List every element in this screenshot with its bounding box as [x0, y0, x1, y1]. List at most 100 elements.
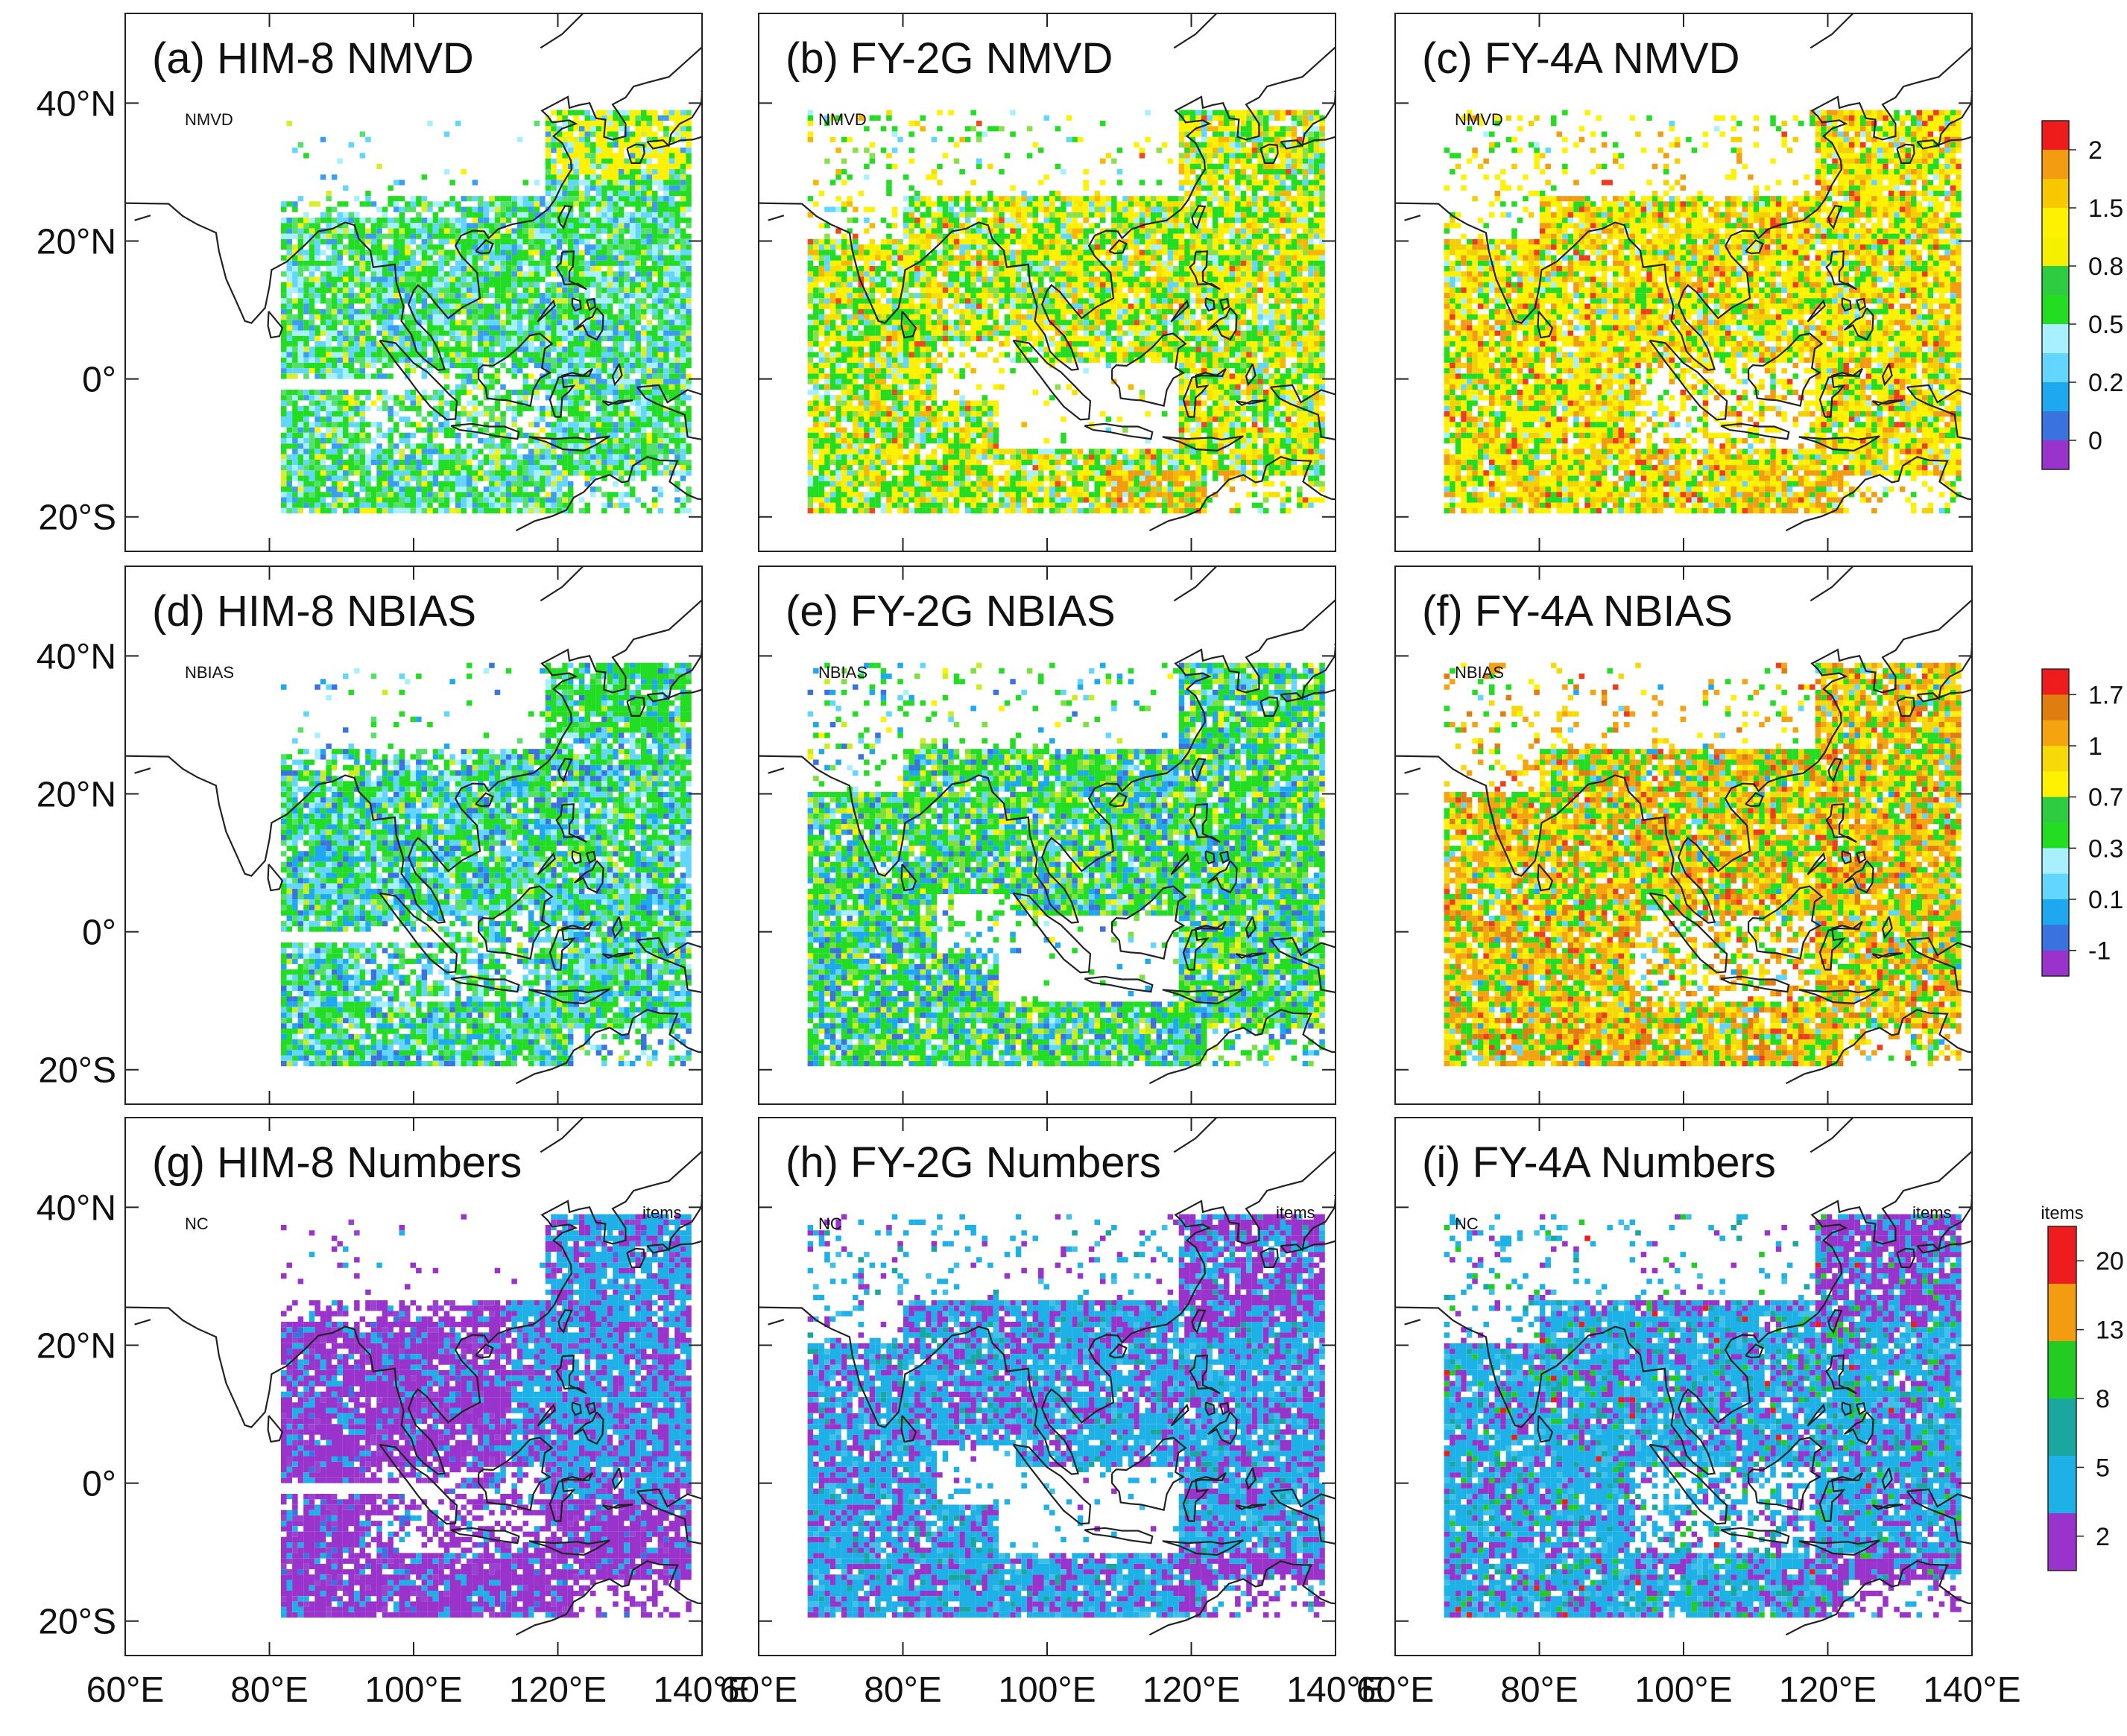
colorbar-swatch — [2042, 694, 2069, 721]
coastline — [1404, 1319, 1421, 1325]
coastline — [1827, 1309, 1843, 1334]
coastline — [515, 1009, 702, 1085]
coastline — [1871, 952, 1903, 960]
coastline — [1807, 852, 1826, 875]
coastline — [571, 1401, 582, 1416]
panel-title: (h) FY-2G Numbers — [786, 1138, 1161, 1187]
coastlines — [1395, 13, 1972, 532]
variable-label: NMVD — [818, 110, 867, 129]
colorbar-tick-label: 0 — [2088, 427, 2102, 455]
coastline — [379, 339, 458, 421]
colorbar-swatch — [2042, 669, 2069, 695]
coastline — [574, 860, 604, 894]
coastline — [528, 1539, 610, 1556]
panel-title: (i) FY-4A Numbers — [1422, 1138, 1776, 1187]
coastline — [1012, 892, 1092, 974]
coastline — [1798, 988, 1880, 1005]
coastline — [1841, 1401, 1852, 1416]
colorbar-swatch — [2042, 382, 2069, 412]
x-tick-label: 140°E — [1923, 1670, 2020, 1710]
coastline — [557, 1309, 573, 1334]
coastline — [1916, 645, 1972, 703]
coastline — [1084, 422, 1154, 440]
coastline — [601, 1504, 633, 1511]
y-tick-label: 20°N — [37, 1326, 116, 1366]
coastline — [1204, 1401, 1216, 1416]
coastline — [1841, 297, 1852, 312]
coastline — [1173, 566, 1218, 602]
coastlines — [125, 1118, 702, 1636]
x-tick-label: 60°E — [720, 1670, 798, 1710]
colorbar-tick-label: 5 — [2096, 1454, 2110, 1482]
colorbar-swatch — [2042, 121, 2069, 151]
coastline — [1881, 916, 1893, 940]
coastline — [1270, 1488, 1336, 1545]
coastline — [1827, 205, 1843, 230]
coastline — [636, 1488, 702, 1545]
coastline — [1207, 1411, 1238, 1445]
coastline — [1810, 13, 1854, 49]
colorbar-swatch — [2042, 440, 2069, 470]
colorbar-swatch — [2042, 150, 2069, 180]
coastline — [1189, 250, 1221, 291]
coastline — [1204, 297, 1216, 312]
coastline — [125, 598, 702, 924]
coastline — [571, 297, 582, 312]
coastline — [134, 767, 151, 774]
coastline — [1745, 239, 1764, 255]
y-tick-label: 0° — [82, 913, 116, 953]
x-tick-label: 120°E — [509, 1670, 607, 1710]
coastline — [450, 422, 520, 440]
coastline — [1881, 1467, 1893, 1491]
x-tick-label: 100°E — [364, 1670, 462, 1710]
map-panel-g: 40°N 20°N 0° 20°S 60°E 80°E 100°E 120°E 140°E (g)… — [37, 1117, 751, 1710]
data-field-g — [281, 1214, 692, 1618]
coastline — [759, 1150, 1336, 1475]
coastline — [1235, 952, 1267, 960]
coastline — [586, 1401, 597, 1416]
variable-label: NBIAS — [185, 663, 234, 682]
variable-label: NC — [185, 1214, 209, 1233]
colorbar-tick-label: 0.7 — [2088, 784, 2123, 812]
coastline — [475, 239, 494, 255]
coastline — [1012, 339, 1092, 421]
colorbar-swatch — [2042, 324, 2069, 354]
coastline — [1182, 367, 1227, 418]
x-tick-label: 140°E — [653, 1670, 750, 1710]
panel-title: (f) FY-4A NBIAS — [1422, 587, 1733, 636]
coastline — [1204, 850, 1216, 865]
coastline — [611, 916, 623, 940]
coastline — [1807, 1403, 1826, 1427]
coastline — [1537, 1415, 1554, 1443]
coastline — [1649, 339, 1728, 421]
coastline — [537, 852, 556, 875]
coastline — [1807, 299, 1826, 323]
coastline — [1162, 1539, 1244, 1556]
colorbar-swatch — [2048, 1284, 2076, 1342]
colorbar-swatch — [2042, 950, 2069, 977]
coastline — [1162, 988, 1244, 1005]
panel-title: (e) FY-2G NBIAS — [786, 587, 1116, 636]
coastline — [1182, 920, 1227, 971]
colorbar-swatch — [2042, 411, 2069, 441]
coastline — [477, 885, 554, 960]
colorbar-swatch — [2048, 1398, 2076, 1457]
coastline — [477, 332, 554, 408]
unit-label: items — [1912, 1203, 1952, 1222]
map-panel-b: (b) FY-2G NMVD NMVD — [758, 13, 1336, 552]
x-tick-label: 120°E — [1142, 1670, 1240, 1710]
data-field-d — [281, 662, 692, 1067]
coastline — [1906, 384, 1972, 441]
variable-label: NMVD — [185, 110, 233, 129]
coastline — [1219, 1401, 1230, 1416]
coastline — [1798, 1539, 1880, 1556]
x-tick-label: 80°E — [1500, 1670, 1578, 1710]
map-panel-i: 60°E 80°E 100°E 120°E 140°E (i) FY-4A Numbers… — [1356, 1117, 2021, 1710]
colorbar-swatch — [2042, 823, 2069, 849]
coastline — [1189, 1355, 1221, 1395]
colorbar-unit: items — [2041, 1203, 2083, 1223]
coastline — [379, 1443, 458, 1525]
colorbar-swatch — [2042, 208, 2069, 238]
coastline — [1818, 1472, 1863, 1522]
